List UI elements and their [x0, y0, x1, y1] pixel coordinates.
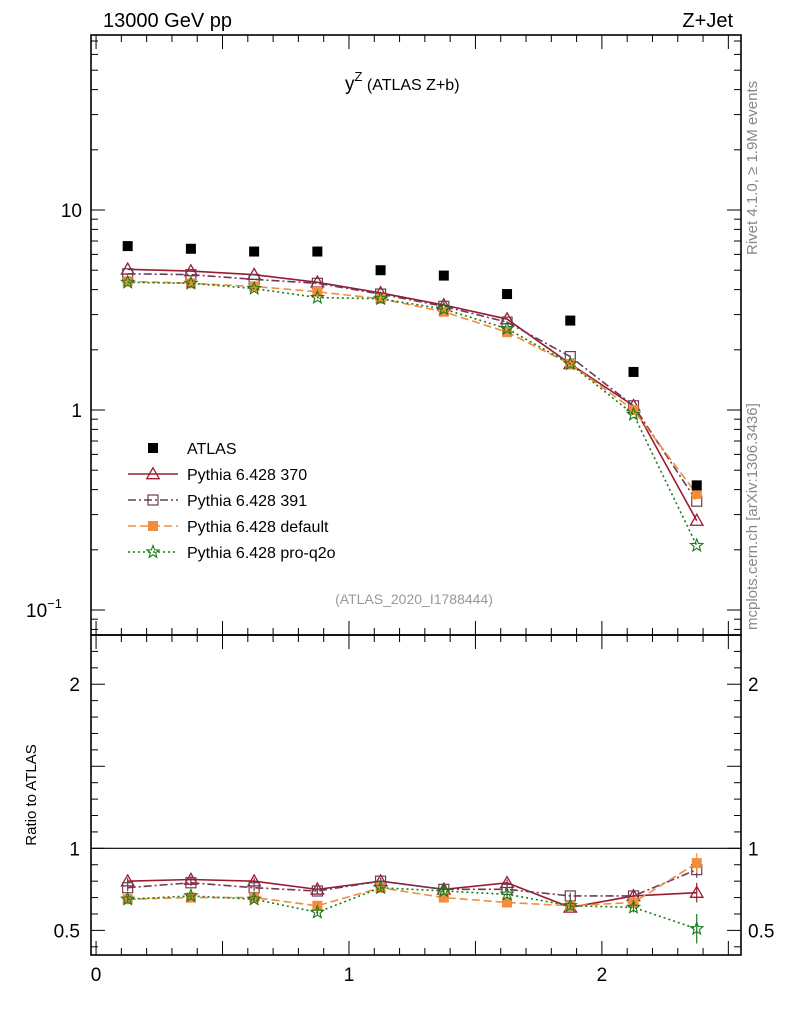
- main-y-tick-label: 1: [71, 401, 82, 422]
- ratio-plot-data: [120, 853, 705, 944]
- atlas-data-point: [249, 246, 260, 257]
- ratio-series-point: [502, 897, 513, 908]
- legend-atlas-marker: [148, 443, 158, 453]
- atlas-data-point: [691, 480, 702, 491]
- analysis-tag: (ATLAS_2020_I1788444): [335, 591, 493, 607]
- ratio-ylabel: Ratio to ATLAS: [23, 744, 40, 845]
- series-point: [502, 327, 513, 338]
- ratio-series-point: [691, 858, 702, 869]
- series-point: [309, 289, 326, 305]
- chart-title-sup: Z: [355, 69, 363, 84]
- ratio-series-point: [309, 904, 326, 919]
- legend-label: Pythia 6.428 370: [187, 467, 307, 484]
- ratio-series-line: [127, 868, 698, 897]
- legend-marker: [145, 543, 161, 559]
- ratio-series-point: [185, 877, 197, 889]
- ratio-y-tick-label-right: 1: [748, 839, 759, 860]
- ratio-series-point: [562, 897, 578, 913]
- ratio-series-line: [127, 878, 697, 909]
- series-point: [625, 406, 642, 421]
- ratio-y-tick-label-left: 0.5: [54, 921, 80, 942]
- series-point: [501, 316, 513, 328]
- atlas-data-point: [565, 315, 576, 326]
- legend-label: Pythia 6.428 391: [187, 493, 307, 510]
- ratio-series-point: [689, 885, 705, 898]
- main-plot-data: [120, 241, 705, 553]
- ratio-series-line: [127, 886, 697, 930]
- chart-title-main: y: [345, 74, 355, 95]
- x-tick-label: 1: [344, 965, 355, 986]
- main-y-tick-label: 10−1: [26, 596, 62, 622]
- atlas-data-point: [438, 270, 449, 281]
- main-y-tick-label-base: 1: [71, 401, 82, 422]
- ratio-series-point: [372, 879, 389, 895]
- series-point: [375, 293, 386, 304]
- ratio-series-point: [689, 920, 705, 936]
- ratio-series-point: [625, 899, 642, 914]
- ratio-plot-frame: [90, 634, 742, 956]
- series-point: [249, 281, 260, 292]
- series-point: [372, 290, 389, 306]
- legend-atlas-label: ATLAS: [187, 441, 237, 458]
- series-line: [127, 280, 698, 495]
- atlas-data-point: [122, 241, 133, 252]
- series-point: [689, 537, 705, 553]
- ratio-y-tick-label-left: 1: [69, 839, 80, 860]
- atlas-data-point: [628, 366, 639, 377]
- atlas-data-point: [185, 243, 196, 254]
- atlas-data-point: [312, 246, 323, 257]
- main-y-tick-label-base: 10: [61, 201, 82, 222]
- series-point: [185, 278, 196, 289]
- main-y-tick-label-exp: −1: [47, 596, 62, 611]
- legend-marker: [148, 521, 158, 531]
- series-point: [436, 300, 452, 316]
- ratio-series-point: [120, 891, 136, 906]
- series-line: [127, 281, 698, 546]
- header-left: 13000 GeV pp: [103, 10, 232, 32]
- rivet-label: Rivet 4.1.0, ≥ 1.9M events: [744, 80, 761, 255]
- ratio-y-tick-label-right: 0.5: [748, 921, 774, 942]
- atlas-data-point: [502, 289, 513, 300]
- atlas-data-point: [375, 265, 386, 276]
- series-point: [120, 274, 136, 289]
- series-line: [127, 268, 698, 521]
- main-y-tick-label: 10: [61, 201, 82, 222]
- chart-title-rest: (ATLAS Z+b): [362, 77, 459, 94]
- series-point: [691, 489, 702, 500]
- mcplots-label: mcplots.cern.ch [arXiv:1306.3436]: [744, 403, 761, 630]
- legend-marker: [145, 466, 161, 480]
- x-tick-label: 2: [597, 965, 608, 986]
- legend-marker: [147, 494, 159, 506]
- legend-label: Pythia 6.428 default: [187, 519, 329, 536]
- legend: ATLAS Pythia 6.428 370 Pythia 6.428 391 Pyt…: [128, 441, 336, 562]
- ratio-y-tick-label-right: 2: [748, 675, 759, 696]
- chart-title: yZ (ATLAS Z+b): [345, 69, 460, 95]
- series-point: [499, 320, 515, 336]
- ratio-series-point: [183, 887, 199, 903]
- legend-label: Pythia 6.428 pro-q2o: [187, 545, 336, 562]
- ratio-series-point: [499, 886, 515, 901]
- series-point: [689, 513, 705, 526]
- main-y-tick-label-base: 10: [26, 601, 47, 622]
- ratio-series-point: [436, 882, 452, 898]
- x-tick-label: 0: [91, 965, 102, 986]
- ratio-series-point: [438, 892, 449, 903]
- series-point: [562, 355, 578, 371]
- ratio-y-tick-label-left: 2: [69, 675, 80, 696]
- ratio-series-point: [246, 891, 262, 906]
- header-right: Z+Jet: [682, 10, 733, 32]
- series-point: [122, 276, 133, 287]
- series-point: [628, 405, 639, 416]
- ratio-plot-axes: 2 2 1 1 0.5 0.5 0 1 2: [54, 634, 774, 986]
- series-point: [183, 275, 199, 290]
- ratio-series-point: [311, 885, 323, 897]
- series-point: [246, 280, 262, 296]
